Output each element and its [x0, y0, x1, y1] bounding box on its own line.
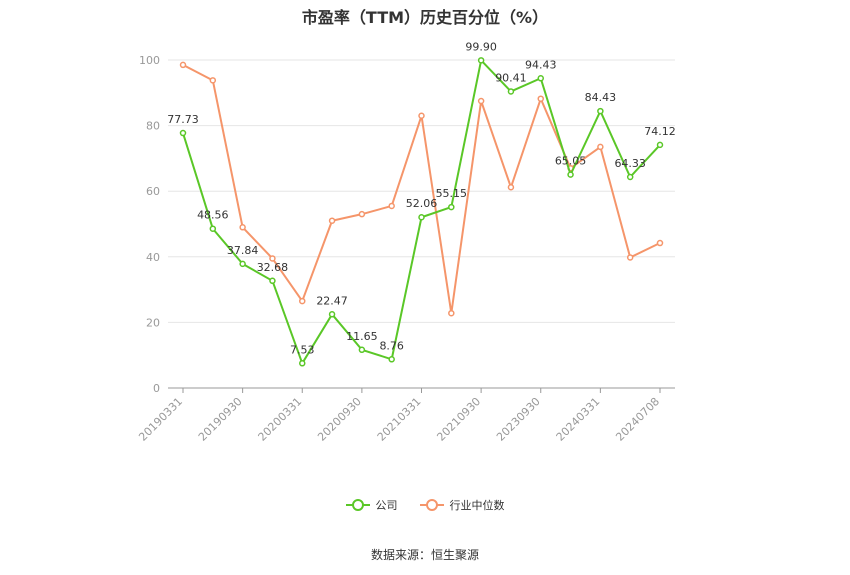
point-industry-median	[388, 202, 395, 210]
legend-item-industry-median[interactable]: 行业中位数	[419, 497, 505, 513]
data-label: 52.06	[406, 197, 438, 210]
legend-label-company: 公司	[375, 499, 398, 512]
point-company	[239, 260, 246, 268]
legend-swatch-company-icon	[345, 498, 370, 512]
point-company	[269, 277, 276, 285]
data-label: 74.12	[644, 125, 676, 138]
series-line-company	[182, 59, 661, 365]
point-industry-median	[418, 112, 425, 120]
point-company	[537, 75, 544, 82]
data-label: 11.65	[346, 330, 378, 343]
data-label: 90.41	[495, 71, 527, 84]
data-label: 7.53	[290, 343, 315, 356]
x-tick-label: 20230930	[494, 395, 543, 444]
x-tick-label: 20240331	[554, 395, 603, 444]
legend-item-company[interactable]: 公司	[345, 497, 398, 513]
data-label: 65.05	[555, 155, 587, 168]
legend-label-industry-median: 行业中位数	[449, 499, 505, 512]
point-company	[656, 141, 664, 149]
data-label: 55.15	[436, 187, 468, 200]
point-company	[179, 129, 187, 137]
axes: 0 20 40 60 80 100 20190331 20190930 20200331 2020…	[136, 54, 675, 444]
point-company	[597, 107, 604, 115]
point-company	[388, 356, 395, 363]
point-industry-median	[179, 61, 187, 69]
x-tick-label: 20200930	[315, 395, 364, 444]
point-company	[448, 203, 455, 211]
data-label: 99.90	[465, 40, 497, 53]
data-label: 48.56	[197, 209, 229, 222]
x-tick-label: 20190930	[196, 395, 245, 444]
legend: 公司 行业中位数	[0, 497, 850, 513]
series-lines	[179, 57, 664, 367]
point-company	[299, 360, 306, 367]
y-tick-label: 20	[146, 316, 160, 329]
point-industry-median	[626, 254, 634, 261]
point-industry-median	[269, 255, 276, 262]
point-industry-median	[537, 95, 544, 102]
point-industry-median	[299, 297, 306, 305]
y-tick-label: 80	[146, 120, 160, 133]
x-tick-label: 20210930	[434, 395, 483, 444]
x-tick-label: 20190331	[136, 395, 185, 444]
point-industry-median	[656, 239, 664, 247]
point-company	[507, 88, 515, 95]
data-label: 8.76	[379, 339, 404, 352]
y-tick-label: 100	[139, 54, 160, 67]
point-company	[418, 213, 425, 221]
data-label: 94.43	[525, 58, 557, 71]
x-tick-label: 20210331	[375, 395, 424, 444]
data-source: 数据来源：恒生聚源	[370, 548, 479, 562]
point-industry-median	[448, 309, 455, 317]
point-company	[209, 225, 217, 232]
data-labels: 77.73 48.56 37.84 32.68 7.53 22.47 11.658.76 52…	[167, 40, 676, 356]
point-company	[626, 173, 634, 181]
point-company	[358, 346, 366, 354]
x-tick-label: 20240708	[613, 395, 662, 444]
grid-lines	[168, 59, 675, 323]
y-tick-label: 40	[146, 251, 160, 264]
point-industry-median	[597, 143, 604, 151]
data-label: 84.43	[585, 91, 617, 104]
x-tick-label: 20200331	[256, 395, 305, 444]
y-tick-label: 60	[146, 185, 160, 198]
point-industry-median	[328, 217, 336, 224]
point-company	[567, 171, 574, 178]
data-label: 32.68	[257, 261, 289, 274]
data-label: 37.84	[227, 244, 259, 257]
point-company	[328, 311, 336, 318]
legend-swatch-industry-icon	[419, 498, 444, 512]
data-label: 22.47	[316, 294, 348, 307]
y-tick-label: 0	[153, 382, 160, 395]
chart-title: 市盈率（TTM）历史百分位（%）	[301, 8, 549, 27]
point-industry-median	[358, 210, 366, 218]
point-industry-median	[477, 97, 485, 105]
point-company	[477, 57, 485, 64]
data-label: 77.73	[167, 113, 199, 126]
point-industry-median	[209, 77, 217, 84]
data-label: 64.33	[614, 157, 646, 170]
point-industry-median	[507, 184, 515, 191]
point-industry-median	[239, 224, 246, 231]
